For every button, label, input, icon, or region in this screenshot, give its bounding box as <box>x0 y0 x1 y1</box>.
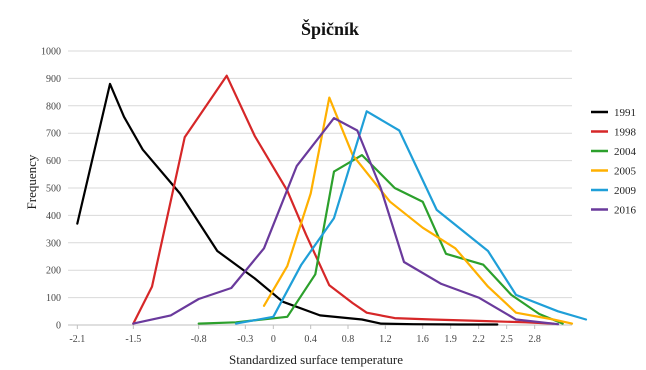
y-tick-label: 300 <box>46 238 61 249</box>
x-tick-label: 2.2 <box>472 334 485 345</box>
legend-label-2004: 2004 <box>614 146 637 158</box>
legend-label-2005: 2005 <box>614 166 637 178</box>
x-tick-label: 2.8 <box>528 334 541 345</box>
x-tick-label: 0.8 <box>342 334 355 345</box>
y-tick-label: 900 <box>46 74 61 85</box>
gridlines <box>68 50 572 299</box>
x-tick-label: 0 <box>271 334 276 345</box>
y-tick-label: 1000 <box>41 47 61 58</box>
legend: 1991 1998 2004 2005 2009 2016 <box>591 107 637 217</box>
x-tick-label: -2.1 <box>69 334 85 345</box>
y-tick-label: 500 <box>46 184 61 195</box>
series-line-2009 <box>234 110 588 325</box>
series-line-2016 <box>132 116 560 326</box>
x-tick-label: 1.9 <box>444 334 457 345</box>
x-tick-label: -0.8 <box>191 334 207 345</box>
y-axis-title: Frequency <box>24 154 39 209</box>
y-tick-label: 800 <box>46 101 61 112</box>
y-tick-label: 200 <box>46 266 61 277</box>
y-tick-label: 0 <box>56 321 61 332</box>
x-tick-label: 2.5 <box>500 334 513 345</box>
chart-title: Špičník <box>301 18 359 39</box>
series-lines <box>76 74 588 326</box>
series-line-2004 <box>197 154 564 325</box>
axes: 0 100 200 300 400 500 600 700 800 900 1000 -2.1 -1.5… <box>41 47 572 345</box>
series-line-2005 <box>262 96 574 325</box>
y-tick-label: 700 <box>46 129 61 140</box>
y-tick-label: 400 <box>46 211 61 222</box>
series-line-1998 <box>132 74 555 325</box>
legend-label-1991: 1991 <box>614 107 636 119</box>
series-line-1991 <box>76 82 499 326</box>
legend-label-2009: 2009 <box>614 185 637 197</box>
x-tick-label: -1.5 <box>125 334 141 345</box>
y-tick-label: 600 <box>46 156 61 167</box>
x-tick-label: 0.4 <box>304 334 317 345</box>
x-axis-title: Standardized surface temperature <box>229 352 403 367</box>
x-tick-label: -0.3 <box>237 334 253 345</box>
x-tick-label: 1.2 <box>379 334 392 345</box>
y-tick-label: 100 <box>46 293 61 304</box>
x-tick-label: 1.6 <box>416 334 429 345</box>
legend-label-2016: 2016 <box>614 205 637 217</box>
legend-label-1998: 1998 <box>614 127 637 139</box>
